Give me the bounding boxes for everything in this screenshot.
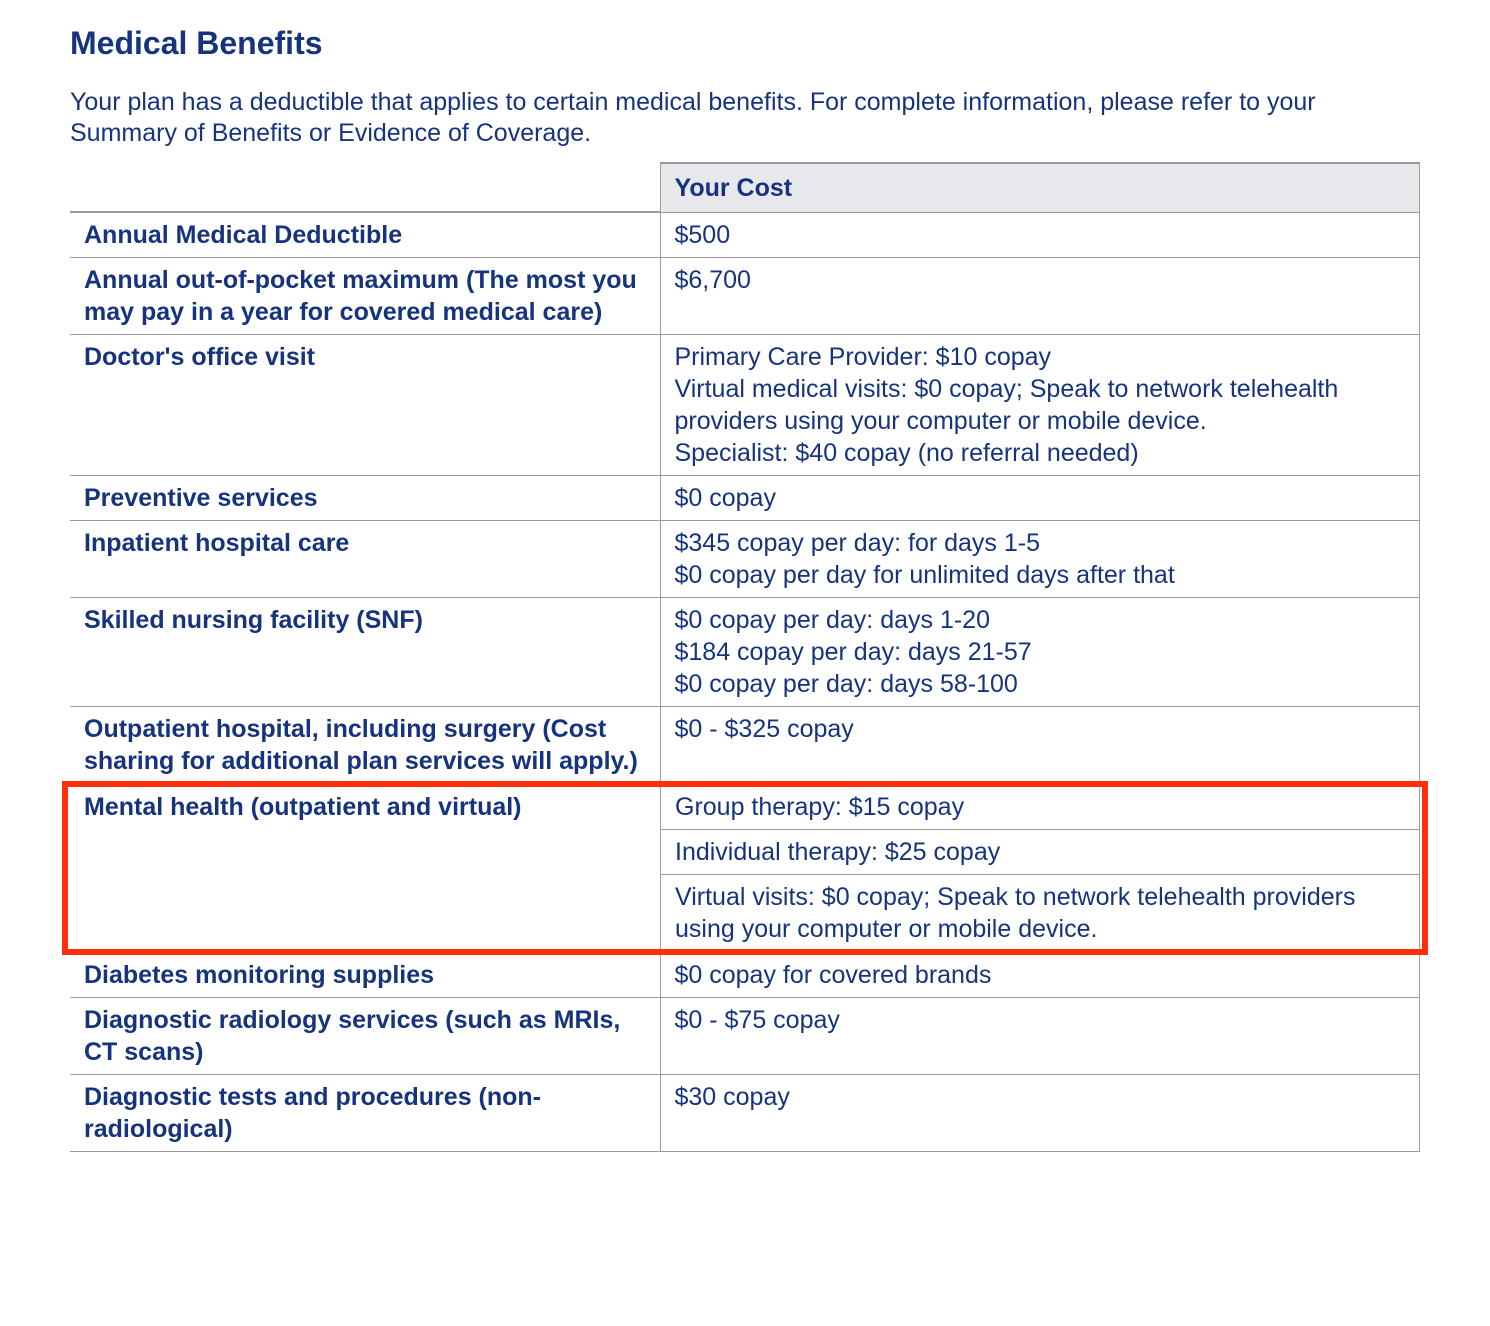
benefits-table-bottom: Diabetes monitoring supplies $0 copay fo… — [70, 952, 1420, 1152]
benefit-label: Diabetes monitoring supplies — [70, 953, 660, 998]
page-title: Medical Benefits — [70, 25, 1420, 62]
table-row: Diabetes monitoring supplies $0 copay fo… — [70, 953, 1420, 998]
benefit-label: Outpatient hospital, including surgery (… — [70, 707, 660, 784]
table-row: Doctor's office visit Primary Care Provi… — [70, 335, 1420, 476]
benefit-label: Doctor's office visit — [70, 335, 660, 476]
benefit-value: $345 copay per day: for days 1-5 $0 copa… — [660, 521, 1420, 598]
header-empty — [70, 163, 660, 213]
table-row: Annual out-of-pocket maximum (The most y… — [70, 258, 1420, 335]
benefit-label: Diagnostic radiology services (such as M… — [70, 998, 660, 1075]
table-row: Skilled nursing facility (SNF) $0 copay … — [70, 598, 1420, 707]
benefit-value: $0 copay per day: days 1-20 $184 copay p… — [660, 598, 1420, 707]
table-row: Diagnostic radiology services (such as M… — [70, 998, 1420, 1075]
benefit-label: Preventive services — [70, 476, 660, 521]
benefit-label: Annual Medical Deductible — [70, 212, 660, 258]
table-row: Preventive services $0 copay — [70, 476, 1420, 521]
benefit-value: Virtual visits: $0 copay; Speak to netwo… — [661, 875, 1419, 951]
benefit-label: Inpatient hospital care — [70, 521, 660, 598]
table-header-row: Your Cost — [70, 163, 1420, 213]
benefit-label: Mental health (outpatient and virtual) — [70, 785, 660, 951]
benefit-value: $6,700 — [660, 258, 1420, 335]
benefits-table-top: Your Cost Annual Medical Deductible $500… — [70, 162, 1420, 785]
highlight-values: Group therapy: $15 copay Individual ther… — [660, 785, 1420, 951]
benefit-value: $500 — [660, 212, 1420, 258]
benefit-label: Annual out-of-pocket maximum (The most y… — [70, 258, 660, 335]
mental-health-highlight: Mental health (outpatient and virtual) G… — [70, 784, 1420, 952]
benefit-value: Primary Care Provider: $10 copay Virtual… — [660, 335, 1420, 476]
table-row: Outpatient hospital, including surgery (… — [70, 707, 1420, 784]
benefit-value: $30 copay — [660, 1075, 1420, 1152]
benefit-value: $0 - $325 copay — [660, 707, 1420, 784]
benefit-value: Individual therapy: $25 copay — [661, 830, 1419, 875]
intro-text: Your plan has a deductible that applies … — [70, 87, 1420, 150]
table-row: Diagnostic tests and procedures (non-rad… — [70, 1075, 1420, 1152]
table-row: Annual Medical Deductible $500 — [70, 212, 1420, 258]
highlight-inner: Mental health (outpatient and virtual) G… — [70, 785, 1420, 951]
benefit-label: Diagnostic tests and procedures (non-rad… — [70, 1075, 660, 1152]
table-row: Inpatient hospital care $345 copay per d… — [70, 521, 1420, 598]
benefit-label: Skilled nursing facility (SNF) — [70, 598, 660, 707]
benefits-page: Medical Benefits Your plan has a deducti… — [0, 0, 1490, 1212]
header-your-cost: Your Cost — [660, 163, 1420, 213]
benefit-value: $0 - $75 copay — [660, 998, 1420, 1075]
benefit-value: $0 copay — [660, 476, 1420, 521]
benefit-value: $0 copay for covered brands — [660, 953, 1420, 998]
benefit-value: Group therapy: $15 copay — [661, 785, 1419, 830]
